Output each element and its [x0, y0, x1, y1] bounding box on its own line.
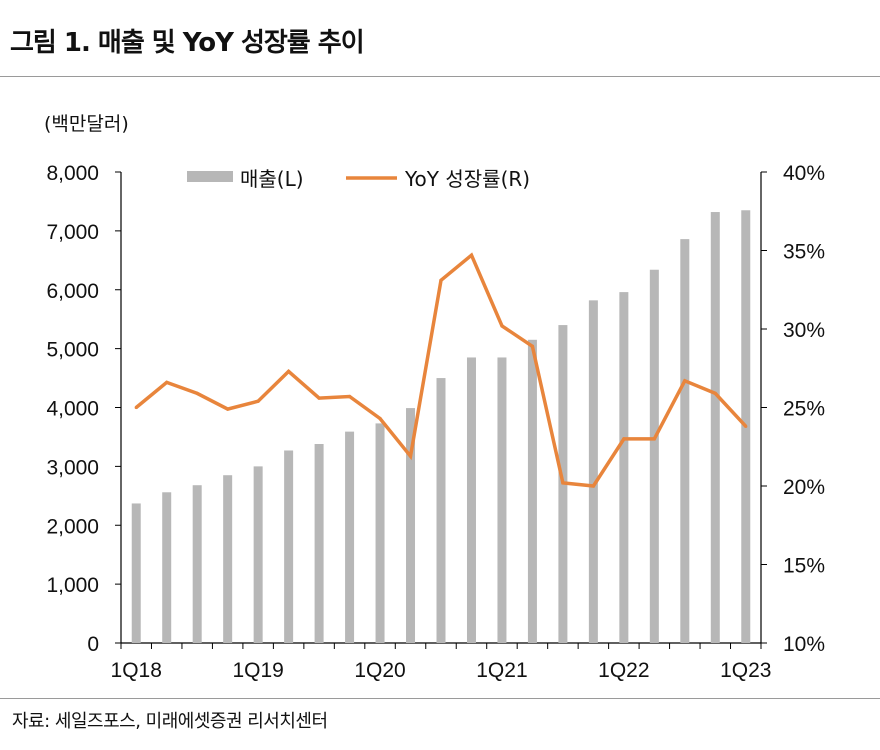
- bar-sales-1Q20: [375, 423, 385, 643]
- point-yoy-4Q21: [591, 484, 595, 488]
- point-yoy-3Q19: [317, 396, 321, 400]
- bar-sales-3Q19: [314, 444, 324, 643]
- bar-sales-2Q22: [649, 269, 659, 643]
- y-left-tick-label: 1,000: [46, 574, 99, 597]
- point-yoy-1Q18: [134, 405, 138, 410]
- line-series: [134, 252, 748, 488]
- legend: 매출(L) YoY 성장률(R): [187, 167, 530, 191]
- point-yoy-4Q20: [469, 253, 474, 257]
- y-left-tick-label: 7,000: [46, 221, 99, 244]
- title-divider: [0, 76, 880, 77]
- y-left-tick-label: 5,000: [46, 339, 99, 362]
- axes: 0 1,000 2,000 3,000 4,000 5,000 6,000 7,000 8,00…: [46, 162, 825, 682]
- bar-sales-3Q18: [192, 485, 202, 643]
- bar-sales-3Q20: [436, 378, 446, 643]
- y-left-tick-label: 6,000: [46, 280, 99, 303]
- legend-label-yoy: YoY 성장률(R): [404, 167, 530, 191]
- point-yoy-3Q21: [561, 481, 565, 485]
- y-left-tick-label: 3,000: [46, 456, 99, 479]
- point-yoy-1Q21: [500, 324, 504, 328]
- x-tick-label: 1Q22: [598, 659, 649, 682]
- bar-sales-2Q21: [527, 339, 537, 643]
- legend-label-sales: 매출(L): [240, 167, 304, 191]
- sales-yoy-chart: (백만달러) 0 1,000 2,000 3,000 4,000 5,000 6,000 7,…: [44, 113, 825, 682]
- bar-series: [131, 210, 751, 644]
- y-left-tick-label: 8,000: [46, 162, 99, 185]
- point-yoy-3Q18: [195, 391, 199, 395]
- y-right-tick-label: 15%: [783, 555, 825, 578]
- y-left-tick-label: 0: [87, 633, 99, 656]
- bar-sales-4Q22: [710, 212, 720, 643]
- point-yoy-2Q21: [530, 344, 535, 348]
- x-tick-label: 1Q19: [232, 659, 283, 682]
- point-yoy-1Q23: [744, 424, 748, 428]
- bar-sales-2Q19: [284, 450, 294, 643]
- y-left-tick-label: 2,000: [46, 515, 99, 538]
- source-note: 자료: 세일즈포스, 미래에셋증권 리서치센터: [12, 711, 328, 732]
- point-yoy-3Q20: [439, 278, 443, 282]
- bar-sales-4Q21: [588, 300, 598, 643]
- bar-sales-4Q20: [466, 357, 476, 643]
- y-right-tick-label: 35%: [783, 241, 825, 264]
- point-yoy-2Q20: [408, 454, 413, 458]
- x-tick-label: 1Q23: [720, 659, 771, 682]
- y-right-tick-label: 30%: [783, 319, 825, 342]
- y-left-unit-label: (백만달러): [44, 113, 129, 135]
- bar-sales-3Q22: [680, 239, 690, 643]
- legend-swatch-sales: [187, 171, 233, 182]
- x-tick-label: 1Q20: [354, 659, 405, 682]
- bar-sales-4Q18: [223, 475, 233, 643]
- y-right-tick-label: 20%: [783, 476, 825, 499]
- point-yoy-3Q22: [683, 379, 687, 383]
- bar-sales-4Q19: [345, 431, 355, 643]
- y-left-tick-label: 4,000: [46, 398, 99, 421]
- bar-sales-1Q18: [131, 503, 141, 643]
- point-yoy-4Q22: [713, 391, 717, 395]
- y-right-tick-label: 40%: [783, 162, 825, 185]
- point-yoy-2Q19: [287, 369, 291, 373]
- figure-title: 그림 1. 매출 및 YoY 성장률 추이: [10, 28, 365, 58]
- point-yoy-2Q18: [165, 380, 169, 384]
- point-yoy-1Q19: [256, 399, 260, 403]
- bar-sales-2Q20: [406, 408, 416, 643]
- y-right-tick-label: 10%: [783, 633, 825, 656]
- bar-sales-1Q19: [253, 466, 263, 643]
- bar-sales-1Q22: [619, 292, 629, 643]
- y-right-tick-label: 25%: [783, 398, 825, 421]
- point-yoy-1Q20: [378, 416, 382, 421]
- source-divider: [0, 698, 880, 699]
- bar-sales-2Q18: [162, 492, 172, 643]
- point-yoy-1Q22: [622, 437, 626, 441]
- bar-sales-1Q21: [497, 357, 507, 643]
- point-yoy-4Q18: [226, 407, 230, 411]
- point-yoy-4Q19: [347, 394, 352, 399]
- x-tick-label: 1Q21: [476, 659, 527, 682]
- x-tick-label: 1Q18: [111, 659, 162, 682]
- point-yoy-2Q22: [652, 437, 656, 441]
